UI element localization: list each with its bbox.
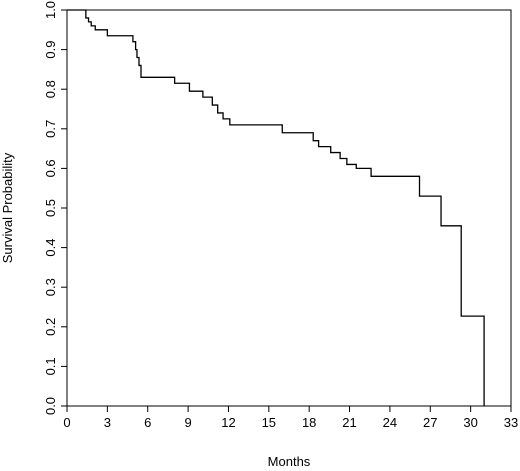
x-tick-label: 21 [342,415,356,430]
x-tick-label: 30 [463,415,477,430]
x-axis-title: Months [268,454,311,469]
x-tick-label: 12 [221,415,235,430]
x-tick-label: 33 [504,415,518,430]
y-tick-label: 0.7 [43,120,58,138]
x-tick-label: 9 [184,415,191,430]
survival-curve [67,9,485,406]
plot-frame [66,9,512,407]
y-axis: 0.0 0.1 0.2 0.3 0.4 0.5 0.6 0.7 0.8 0.9 1.0 [43,1,67,415]
x-axis: 0 3 6 9 12 15 18 21 24 27 30 33 [63,406,518,430]
y-tick-label: 0.3 [43,278,58,296]
x-tick-label: 27 [423,415,437,430]
y-tick-label: 0.8 [43,80,58,98]
x-tick-label: 3 [104,415,111,430]
y-axis-title: Survival Probability [0,152,15,263]
x-tick-label: 15 [262,415,276,430]
y-tick-label: 0.2 [43,318,58,336]
y-tick-label: 0.6 [43,159,58,177]
x-tick-label: 0 [63,415,70,430]
x-tick-label: 18 [302,415,316,430]
y-tick-label: 0.4 [43,239,58,257]
y-tick-label: 0.5 [43,199,58,217]
y-tick-label: 1.0 [43,1,58,19]
y-tick-label: 0.9 [43,41,58,59]
y-tick-label: 0.0 [43,397,58,415]
y-tick-label: 0.1 [43,357,58,375]
x-tick-label: 6 [144,415,151,430]
x-tick-label: 24 [383,415,397,430]
